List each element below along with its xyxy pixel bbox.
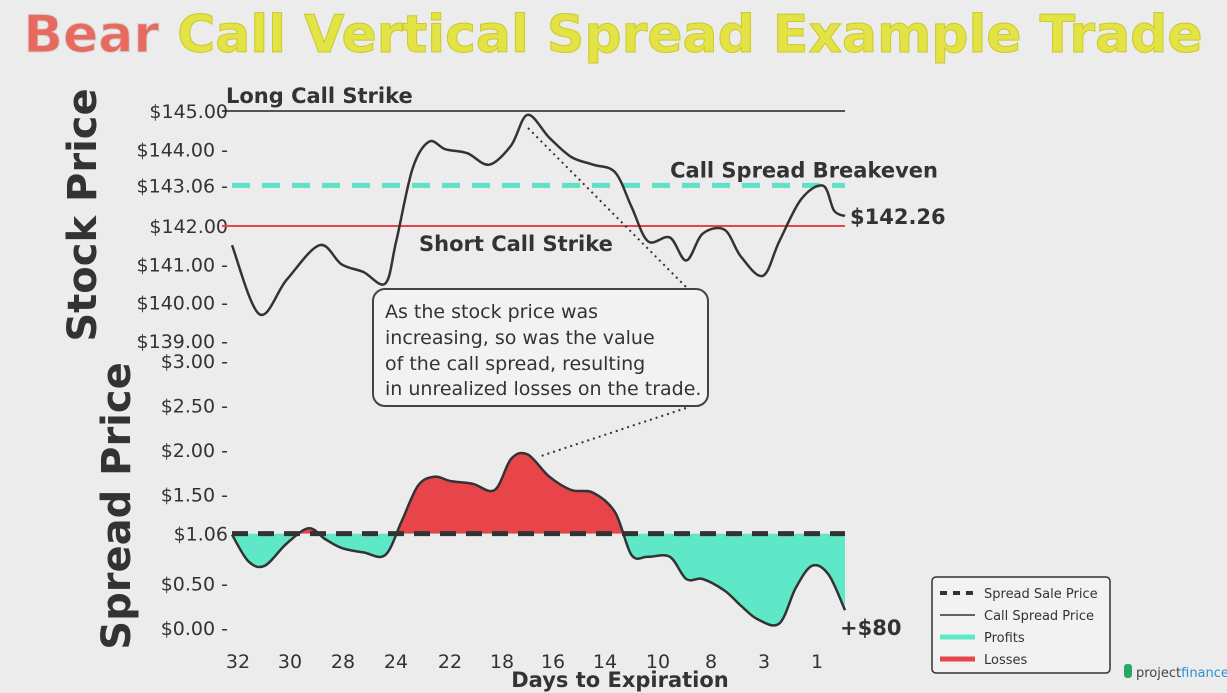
brand-suffix: finance (1181, 666, 1227, 681)
y-tick-label: $2.00 - (161, 440, 228, 462)
x-tick-label: 32 (226, 651, 250, 673)
y-tick-label: $1.06 (174, 524, 228, 546)
brand-leaf-icon (1124, 664, 1132, 678)
spread-price-chart: $3.00 - $2.50 - $2.00 - $1.50 - $1.06 $0.50 -… (161, 351, 902, 673)
x-tick-label: 22 (438, 651, 462, 673)
breakeven-label: Call Spread Breakeven (670, 158, 938, 182)
x-tick-label: 28 (331, 651, 355, 673)
y-tick-label: $3.00 - (161, 351, 228, 373)
callout-pointer-bottom (537, 407, 687, 458)
losses-area (298, 452, 624, 534)
y-tick-label: $143.06 - (137, 175, 228, 197)
spread-price-axis-label: Spread Price (94, 362, 140, 649)
brand-prefix: project (1136, 666, 1181, 681)
y-tick-label: $140.00 - (137, 293, 228, 315)
title-word-bear: Bear (23, 5, 159, 65)
x-tick-label: 3 (758, 651, 770, 673)
x-tick-label: 1 (811, 651, 823, 673)
y-tick-label: $1.50 - (161, 485, 228, 507)
stock-price-axis-label: Stock Price (60, 88, 106, 341)
x-tick-label: 18 (490, 651, 514, 673)
profits-area (232, 533, 845, 626)
stock-price-line (230, 113, 846, 317)
spread-price-line (230, 451, 847, 627)
y-tick-label: $142.00 (149, 216, 228, 238)
spread-end-value-label: +$80 (840, 616, 901, 640)
legend-label: Spread Sale Price (984, 587, 1098, 602)
legend-box (931, 576, 1111, 674)
chart-title: Bear Call Vertical Spread Example Trade (23, 5, 1202, 65)
stock-end-value-label: $142.26 (850, 205, 946, 229)
x-tick-label: 8 (705, 651, 717, 673)
x-axis-label: Days to Expiration (511, 668, 729, 692)
legend-label: Profits (984, 631, 1025, 646)
callout-line-2: increasing, so was the value (385, 327, 655, 349)
y-tick-label: $0.00 - (161, 618, 228, 640)
legend-label: Losses (984, 653, 1028, 668)
long-call-strike-label: Long Call Strike (226, 84, 413, 108)
callout-line-4: in unrealized losses on the trade. (385, 378, 701, 400)
brand-text: projectfinance (1136, 666, 1227, 681)
x-tick-label: 14 (593, 651, 617, 673)
callout-box: As the stock price was increasing, so wa… (372, 127, 709, 458)
callout-line-3: of the call spread, resulting (385, 353, 645, 375)
legend: Spread Sale Price Call Spread Price Profit… (931, 576, 1111, 674)
legend-label: Call Spread Price (984, 609, 1094, 624)
callout-border (372, 288, 709, 407)
short-call-strike-label: Short Call Strike (419, 232, 613, 256)
x-tick-label: 30 (278, 651, 302, 673)
x-tick-label: 10 (646, 651, 670, 673)
y-tick-label: $139.00 - (137, 331, 228, 353)
y-tick-label: $144.00 - (137, 139, 228, 161)
y-tick-label: $141.00 - (137, 254, 228, 276)
x-tick-label: 24 (384, 651, 408, 673)
brand-logo: projectfinance (1124, 664, 1227, 681)
callout-pointer-top (527, 127, 687, 288)
y-tick-label: $0.50 - (161, 574, 228, 596)
callout-line-1: As the stock price was (385, 301, 598, 323)
title-rest: Call Vertical Spread Example Trade (177, 5, 1203, 65)
y-tick-label: $145.00 (149, 101, 228, 123)
y-tick-label: $2.50 - (161, 396, 228, 418)
stock-price-chart: $145.00 $144.00 - $143.06 - $142.00 $141.00 … (137, 84, 946, 353)
x-tick-label: 16 (541, 651, 565, 673)
